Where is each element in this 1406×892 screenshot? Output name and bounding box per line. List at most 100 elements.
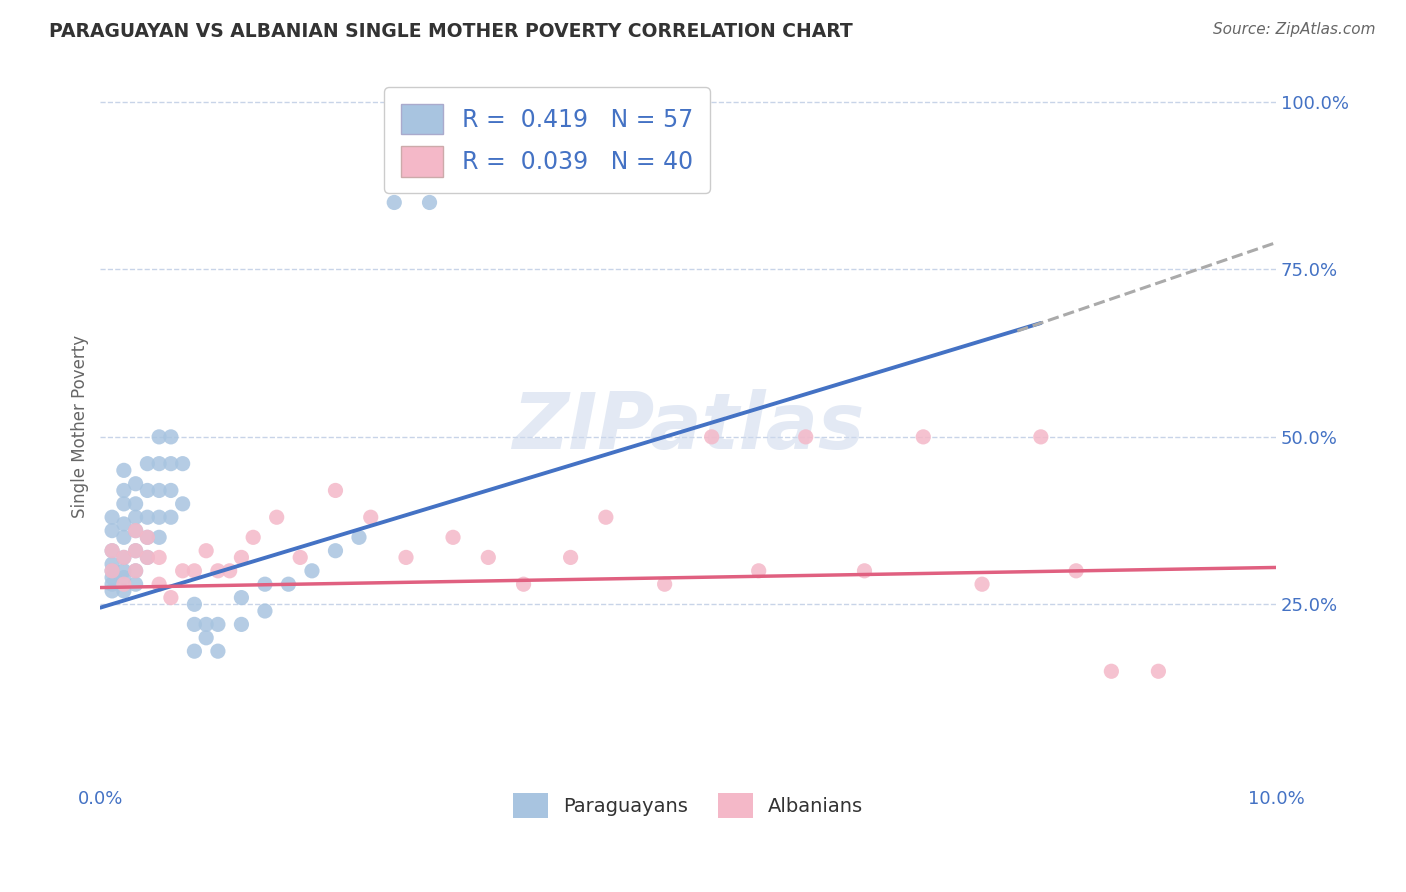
Point xyxy=(172,564,194,578)
Point xyxy=(112,483,135,498)
Point xyxy=(277,577,299,591)
Point xyxy=(253,577,276,591)
Point xyxy=(183,597,205,611)
Point xyxy=(418,195,440,210)
Point xyxy=(124,476,146,491)
Point xyxy=(124,497,146,511)
Point xyxy=(148,430,170,444)
Point xyxy=(160,457,183,471)
Point xyxy=(101,510,124,524)
Point xyxy=(136,530,159,544)
Point xyxy=(253,604,276,618)
Point xyxy=(160,430,183,444)
Point xyxy=(301,564,323,578)
Point xyxy=(195,631,218,645)
Point xyxy=(160,483,183,498)
Point xyxy=(148,577,170,591)
Point xyxy=(112,564,135,578)
Point xyxy=(325,483,347,498)
Point xyxy=(395,550,418,565)
Point xyxy=(124,510,146,524)
Point xyxy=(136,483,159,498)
Point xyxy=(748,564,770,578)
Point xyxy=(124,524,146,538)
Point xyxy=(124,564,146,578)
Point xyxy=(101,577,124,591)
Point xyxy=(218,564,240,578)
Point xyxy=(101,564,124,578)
Point xyxy=(1029,430,1052,444)
Point xyxy=(231,550,253,565)
Point xyxy=(124,577,146,591)
Point xyxy=(160,591,183,605)
Point xyxy=(477,550,499,565)
Point xyxy=(136,510,159,524)
Point xyxy=(112,583,135,598)
Point xyxy=(101,524,124,538)
Point xyxy=(101,564,124,578)
Text: PARAGUAYAN VS ALBANIAN SINGLE MOTHER POVERTY CORRELATION CHART: PARAGUAYAN VS ALBANIAN SINGLE MOTHER POV… xyxy=(49,22,853,41)
Point xyxy=(595,510,617,524)
Point xyxy=(112,550,135,565)
Text: ZIPatlas: ZIPatlas xyxy=(512,389,865,465)
Point xyxy=(112,463,135,477)
Y-axis label: Single Mother Poverty: Single Mother Poverty xyxy=(72,335,89,518)
Point xyxy=(231,591,253,605)
Point xyxy=(172,457,194,471)
Point xyxy=(347,530,370,544)
Point xyxy=(560,550,582,565)
Point xyxy=(512,577,534,591)
Point xyxy=(382,195,405,210)
Point xyxy=(148,530,170,544)
Point xyxy=(112,530,135,544)
Point xyxy=(112,550,135,565)
Point xyxy=(148,457,170,471)
Point xyxy=(148,510,170,524)
Point xyxy=(148,550,170,565)
Point xyxy=(325,543,347,558)
Point xyxy=(101,557,124,571)
Point xyxy=(1147,665,1170,679)
Point xyxy=(231,617,253,632)
Point xyxy=(112,516,135,531)
Point xyxy=(124,524,146,538)
Point xyxy=(136,530,159,544)
Point xyxy=(360,510,382,524)
Point xyxy=(136,550,159,565)
Point xyxy=(124,564,146,578)
Point xyxy=(195,543,218,558)
Point xyxy=(700,430,723,444)
Point xyxy=(101,543,124,558)
Point xyxy=(195,617,218,632)
Point xyxy=(160,510,183,524)
Legend: Paraguayans, Albanians: Paraguayans, Albanians xyxy=(505,785,872,826)
Point xyxy=(148,483,170,498)
Point xyxy=(441,530,464,544)
Point xyxy=(207,617,229,632)
Point xyxy=(183,564,205,578)
Point xyxy=(101,570,124,584)
Point xyxy=(794,430,817,444)
Point xyxy=(112,497,135,511)
Point xyxy=(172,497,194,511)
Point xyxy=(654,577,676,591)
Point xyxy=(124,543,146,558)
Point xyxy=(266,510,288,524)
Text: Source: ZipAtlas.com: Source: ZipAtlas.com xyxy=(1212,22,1375,37)
Point xyxy=(136,550,159,565)
Point xyxy=(112,577,135,591)
Point xyxy=(242,530,264,544)
Point xyxy=(124,543,146,558)
Point xyxy=(136,457,159,471)
Point xyxy=(970,577,993,591)
Point xyxy=(101,543,124,558)
Point xyxy=(101,583,124,598)
Point xyxy=(912,430,935,444)
Point xyxy=(1064,564,1087,578)
Point xyxy=(207,644,229,658)
Point xyxy=(207,564,229,578)
Point xyxy=(853,564,876,578)
Point xyxy=(1099,665,1122,679)
Point xyxy=(183,617,205,632)
Point xyxy=(183,644,205,658)
